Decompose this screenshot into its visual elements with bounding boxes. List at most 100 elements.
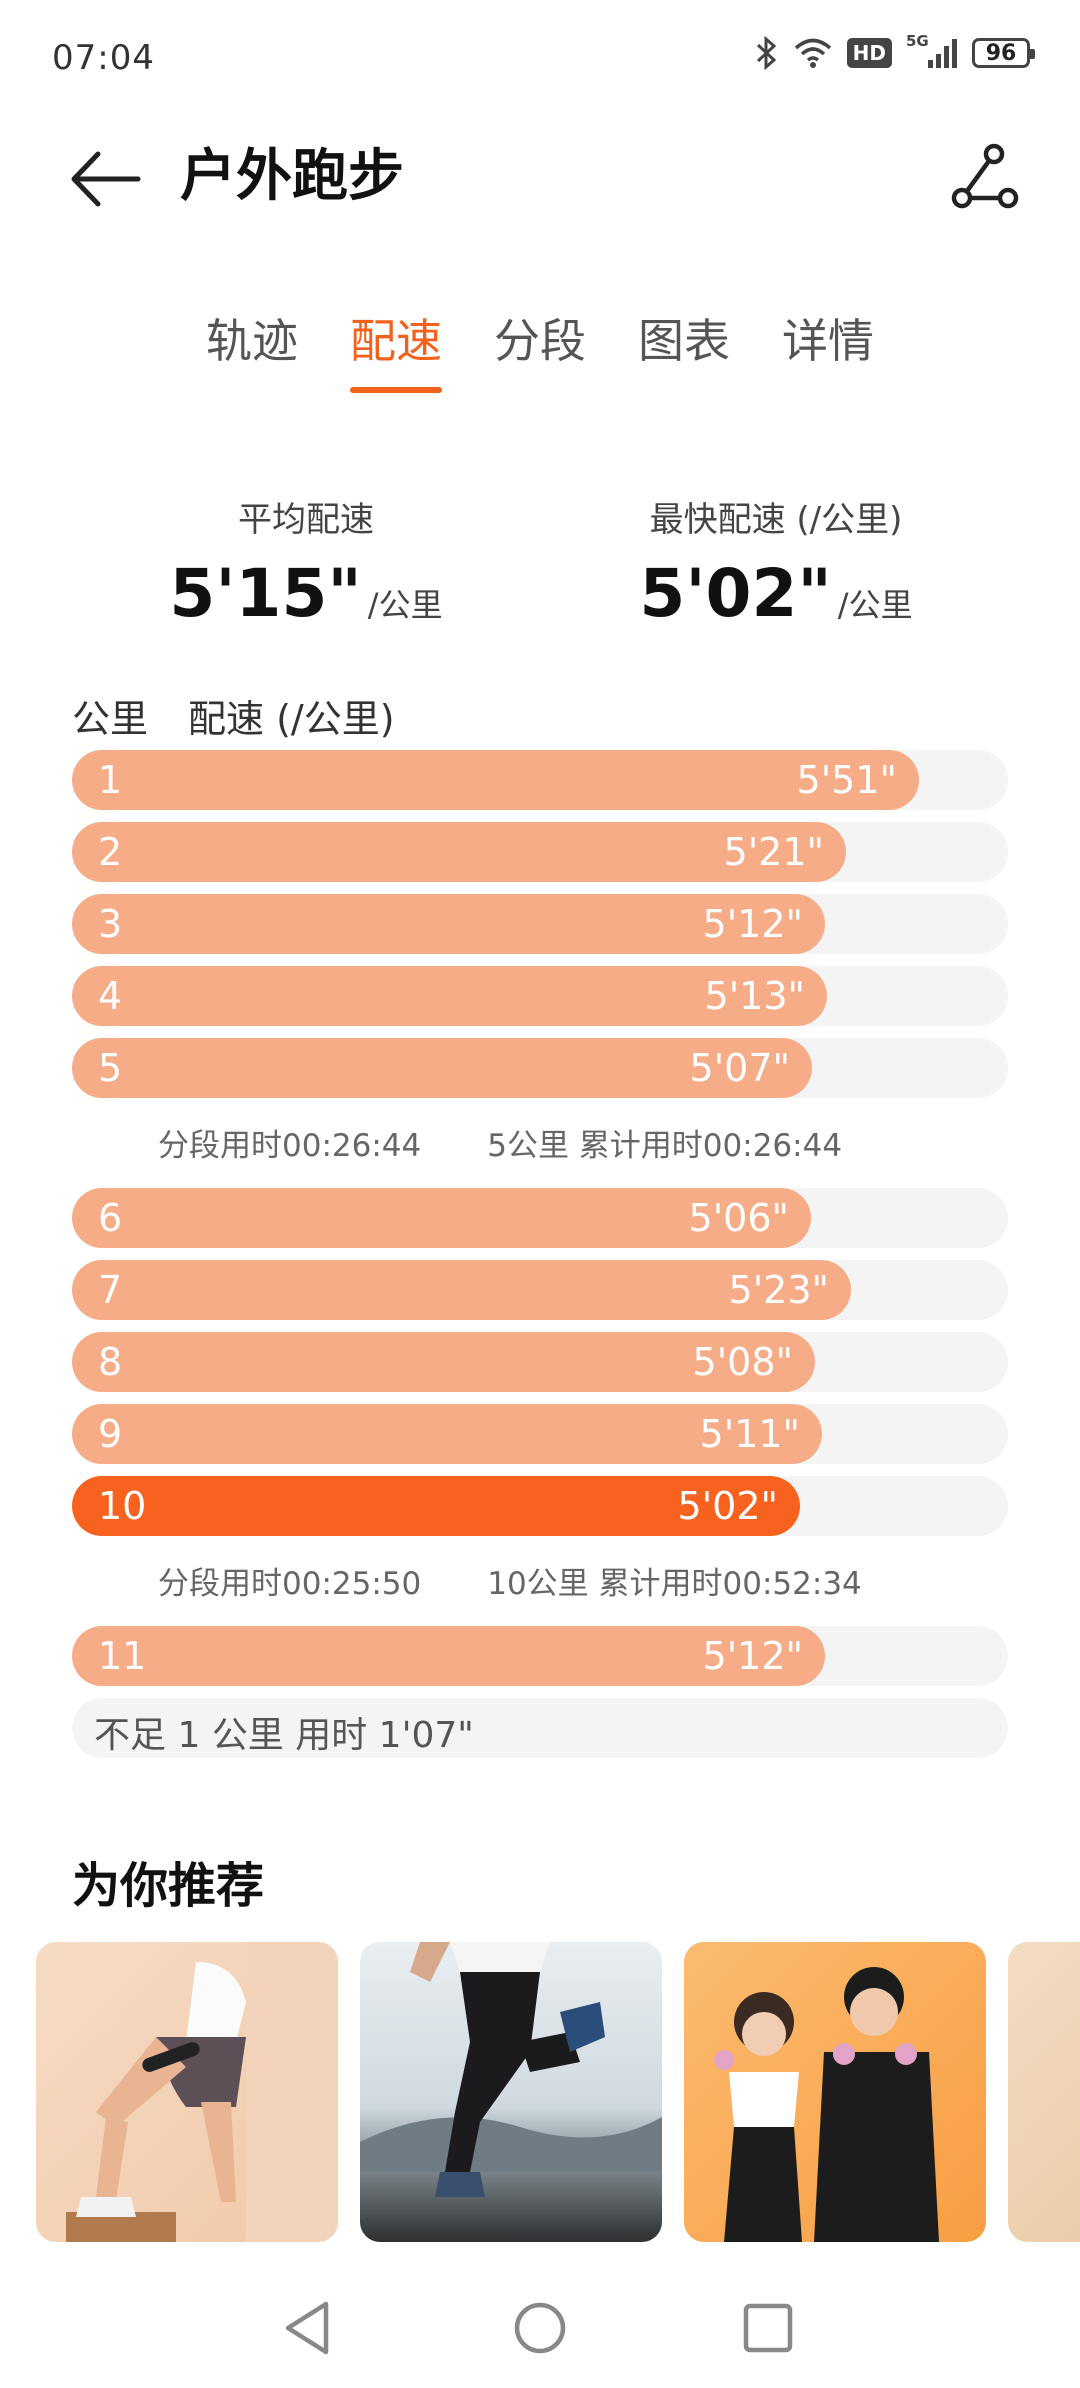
split-cumulative-time: 5公里 累计用时00:26:44 — [487, 1127, 843, 1164]
recommend-title: 为你推荐 — [72, 1858, 265, 1914]
pace-row-value: 5'12" — [702, 1634, 803, 1678]
square-recents-icon — [743, 2303, 793, 2353]
pace-row[interactable]: 3 5'12" — [72, 894, 1008, 954]
average-pace-label: 平均配速 — [238, 500, 374, 540]
average-pace-unit: /公里 — [367, 586, 443, 624]
recommend-image — [66, 1942, 338, 2242]
average-pace-number: 5'15" — [169, 555, 362, 632]
signal-icon: 5G — [906, 32, 958, 70]
navigation-bar — [0, 2268, 1080, 2388]
recommend-image — [360, 1942, 662, 2197]
pace-row-km: 10 — [98, 1484, 147, 1528]
page-title: 户外跑步 — [180, 144, 404, 209]
nav-recents-button[interactable] — [728, 2288, 808, 2368]
split-summary: 分段用时00:25:50 10公里 累计用时00:52:34 — [72, 1546, 1008, 1614]
share-button[interactable] — [944, 140, 1020, 216]
recommend-card[interactable] — [36, 1942, 338, 2242]
pace-row[interactable]: 8 5'08" — [72, 1332, 1008, 1392]
nav-back-button[interactable] — [268, 2288, 348, 2368]
tab-details[interactable]: 详情 — [782, 314, 874, 368]
split-cumulative-time: 10公里 累计用时00:52:34 — [487, 1565, 862, 1602]
tab-splits[interactable]: 分段 — [494, 314, 586, 368]
recommend-card[interactable] — [360, 1942, 662, 2242]
pace-bar — [72, 1332, 815, 1392]
pace-row-value: 5'23" — [728, 1268, 829, 1312]
pace-row-km: 9 — [98, 1412, 123, 1456]
pace-row-value: 5'11" — [699, 1412, 800, 1456]
wifi-icon — [793, 37, 833, 69]
fastest-pace-unit: /公里 — [837, 586, 913, 624]
pace-bar — [72, 1404, 822, 1464]
pace-row-km: 2 — [98, 830, 123, 874]
pace-summary: 平均配速 5'15"/公里 最快配速 (/公里) 5'02"/公里 — [0, 492, 1080, 632]
battery-level: 96 — [985, 40, 1017, 66]
back-arrow-icon — [71, 151, 141, 207]
pace-list: 1 5'51" 2 5'21" 3 5'12" 4 5'13" 5 5'07" 分段用时00:26:… — [72, 750, 1008, 1758]
pace-bar — [72, 1188, 811, 1248]
pace-bar — [72, 822, 846, 882]
circle-home-icon — [514, 2302, 566, 2354]
recommend-card[interactable] — [1008, 1942, 1080, 2242]
fastest-pace-label: 最快配速 (/公里) — [649, 500, 903, 540]
pace-bar — [72, 894, 825, 954]
pace-bar-fastest — [72, 1476, 800, 1536]
pace-row[interactable]: 6 5'06" — [72, 1188, 1008, 1248]
pace-bar — [72, 1038, 812, 1098]
nav-home-button[interactable] — [500, 2288, 580, 2368]
network-type: 5G — [906, 32, 929, 50]
pace-list-header: 公里 配速 (/公里) — [72, 688, 395, 743]
tab-track[interactable]: 轨迹 — [206, 314, 298, 368]
pace-row-value: 5'51" — [796, 758, 897, 802]
pace-row-km: 11 — [98, 1634, 147, 1678]
fastest-pace-value: 5'02"/公里 — [546, 555, 1006, 632]
split-summary: 分段用时00:26:44 5公里 累计用时00:26:44 — [72, 1108, 1008, 1176]
pace-bar — [72, 1626, 825, 1686]
recommend-card[interactable] — [684, 1942, 986, 2242]
pace-row-km: 8 — [98, 1340, 123, 1384]
pace-row[interactable]: 11 5'12" — [72, 1626, 1008, 1686]
recommend-strip[interactable] — [36, 1942, 1080, 2242]
back-button[interactable] — [68, 142, 142, 216]
fastest-pace: 最快配速 (/公里) 5'02"/公里 — [546, 492, 1006, 632]
split-segment-time: 分段用时00:26:44 — [158, 1127, 422, 1164]
pace-row[interactable]: 1 5'51" — [72, 750, 1008, 810]
average-pace: 平均配速 5'15"/公里 — [76, 492, 536, 632]
pace-row[interactable]: 9 5'11" — [72, 1404, 1008, 1464]
pace-row[interactable]: 5 5'07" — [72, 1038, 1008, 1098]
share-icon — [951, 143, 1019, 209]
pace-bar — [72, 966, 827, 1026]
pace-row[interactable]: 4 5'13" — [72, 966, 1008, 1026]
battery-icon: 96 — [972, 38, 1035, 68]
pace-row-value: 5'12" — [702, 902, 803, 946]
pace-row-km: 1 — [98, 758, 123, 802]
pace-row-value: 5'13" — [704, 974, 805, 1018]
pace-row[interactable]: 10 5'02" — [72, 1476, 1008, 1536]
pace-row-km: 4 — [98, 974, 123, 1018]
tab-pace[interactable]: 配速 — [350, 305, 442, 393]
average-pace-value: 5'15"/公里 — [76, 555, 536, 632]
pace-row-value: 5'02" — [677, 1484, 778, 1528]
status-icons: HD 5G 96 — [755, 32, 1035, 70]
column-pace: 配速 (/公里) — [188, 697, 395, 741]
pace-row-value: 5'21" — [723, 830, 824, 874]
pace-row-km: 5 — [98, 1046, 123, 1090]
pace-row-value: 5'07" — [689, 1046, 790, 1090]
pace-row-km: 7 — [98, 1268, 123, 1312]
pace-row[interactable]: 2 5'21" — [72, 822, 1008, 882]
remainder-text: 不足 1 公里 用时 1'07" — [94, 1715, 474, 1756]
tab-charts[interactable]: 图表 — [638, 314, 730, 368]
split-segment-time: 分段用时00:25:50 — [158, 1565, 422, 1602]
pace-row-value: 5'06" — [688, 1196, 789, 1240]
remainder-row: 不足 1 公里 用时 1'07" — [72, 1698, 1008, 1758]
pace-row[interactable]: 7 5'23" — [72, 1260, 1008, 1320]
bluetooth-icon — [755, 36, 779, 70]
pace-row-km: 6 — [98, 1196, 123, 1240]
pace-bar — [72, 750, 919, 810]
header: 户外跑步 — [0, 120, 1080, 236]
fastest-pace-number: 5'02" — [639, 555, 832, 632]
tab-bar: 轨迹 配速 分段 图表 详情 — [0, 305, 1080, 393]
pace-bar — [72, 1260, 851, 1320]
status-bar: 07:04 HD 5G 96 — [0, 0, 1080, 116]
pace-row-value: 5'08" — [692, 1340, 793, 1384]
status-time: 07:04 — [52, 38, 155, 78]
